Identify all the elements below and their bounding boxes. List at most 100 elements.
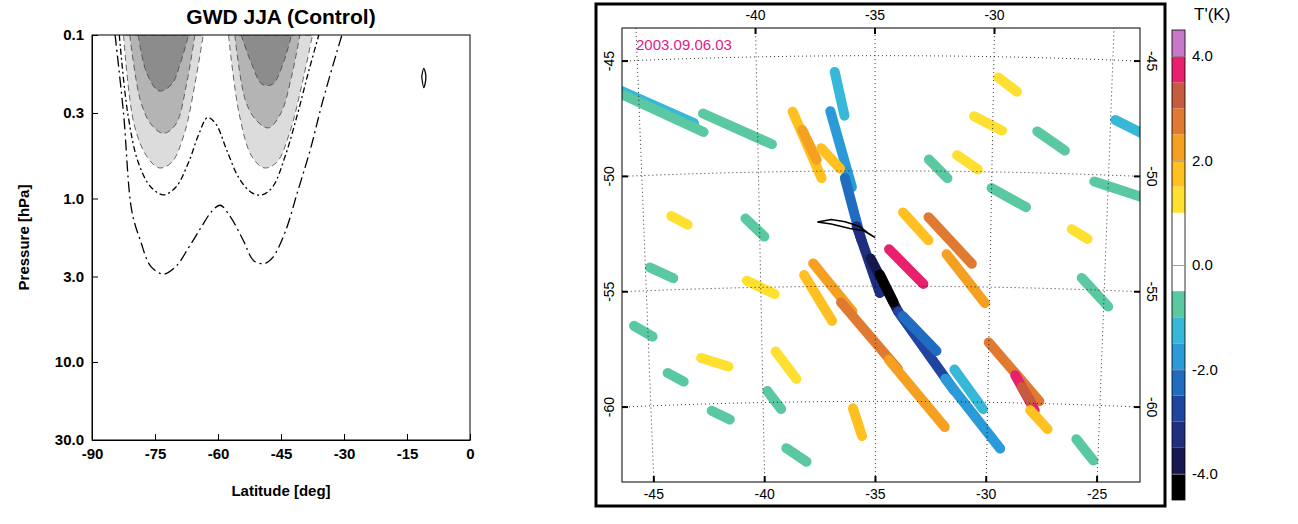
colorbar-cell	[1172, 239, 1185, 265]
colorbar-cell	[1172, 343, 1185, 369]
plot-area	[115, 35, 426, 274]
tick-mark	[1096, 476, 1098, 482]
temperature-perturbation	[1015, 375, 1034, 410]
contour-line	[422, 68, 426, 87]
map-frame	[622, 28, 1140, 482]
colorbar-cell	[1172, 317, 1185, 343]
tick-label: -2.0	[1192, 361, 1218, 378]
x-tick: -45	[271, 434, 293, 462]
tick-label: -35	[865, 7, 885, 23]
tick-label: -45	[271, 445, 293, 462]
x-axis: -90-75-60-45-30-150	[82, 434, 475, 462]
temperature-perturbation	[1094, 182, 1140, 198]
temperature-perturbation	[1030, 410, 1047, 429]
tick-mark	[344, 434, 345, 440]
colorbar-axis: -4.0 -2.0 0.0 2.0 4.0	[1172, 31, 1218, 501]
colorbar-tick: -2.0	[1172, 361, 1218, 378]
temperature-perturbation	[802, 130, 816, 160]
axis-line	[92, 36, 93, 441]
temperature-perturbation	[821, 148, 840, 169]
tick-mark	[1134, 60, 1140, 62]
tick-label: -4.0	[1192, 465, 1218, 482]
y-tick: 0.3	[63, 104, 98, 121]
tick-mark	[755, 28, 757, 34]
x-tick: 0	[466, 434, 474, 462]
tick-label: 10.0	[55, 353, 84, 370]
chart-title: GWD JJA (Control)	[186, 5, 375, 28]
tick-mark	[92, 362, 98, 363]
temperature-perturbation	[853, 408, 862, 436]
tick-label: -45	[1144, 51, 1160, 71]
tick-label: -45	[644, 486, 664, 502]
temperature-perturbation	[1037, 131, 1065, 150]
tick-mark	[1172, 474, 1185, 475]
tick-label: 2.0	[1192, 152, 1213, 169]
tick-label: 4.0	[1192, 47, 1213, 64]
tick-mark	[1134, 291, 1140, 293]
contour-fill	[241, 35, 291, 86]
colorbar-cell	[1172, 161, 1185, 187]
graticule-parallel	[622, 286, 1140, 295]
colorbar-cell	[1172, 265, 1185, 291]
graticule-meridian	[755, 28, 766, 482]
tick-mark	[874, 476, 876, 482]
colorbar-cell	[1172, 56, 1185, 82]
temperature-perturbation	[929, 160, 948, 179]
temperature-perturbation	[954, 370, 983, 410]
temperature-perturbation	[947, 254, 985, 303]
tick-label: -40	[745, 7, 765, 23]
tick-label: 3.0	[63, 268, 84, 285]
colorbar-cell	[1172, 82, 1185, 108]
graticule-parallel	[622, 401, 1140, 410]
tick-label: 1.0	[63, 190, 84, 207]
tick-label: -90	[82, 445, 104, 462]
contour-fill	[130, 35, 195, 133]
tick-mark	[92, 440, 98, 441]
x-tick: -15	[397, 434, 419, 462]
tick-label: -60	[601, 397, 617, 417]
x-tick: -75	[145, 434, 167, 462]
axis-line	[1185, 31, 1186, 501]
tick-label: -15	[397, 445, 419, 462]
temperature-perturbation	[903, 212, 928, 240]
tick-label: 0.3	[63, 104, 84, 121]
temperature-perturbation	[889, 249, 923, 284]
tick-mark	[92, 198, 98, 199]
tick-label: 0.0	[1192, 256, 1213, 273]
tick-label: -60	[208, 445, 230, 462]
y-axis-title: Pressure [hPa]	[15, 185, 32, 291]
temperature-perturbation	[786, 448, 806, 462]
tick-mark	[218, 434, 219, 440]
coastline	[817, 219, 875, 237]
graticule-meridian	[874, 28, 876, 482]
temperature-perturbation	[712, 411, 730, 420]
colorbar-tick: 4.0	[1172, 47, 1213, 64]
contour-fill	[235, 35, 300, 128]
colorbar-tick: -4.0	[1172, 465, 1218, 482]
axis-line	[93, 440, 471, 441]
annotation: 2003.09.06.03	[636, 36, 732, 53]
temperature-perturbation	[703, 114, 772, 145]
tick-mark	[622, 60, 628, 62]
tick-mark	[92, 113, 98, 114]
map-panel: -40-35-30-45-40-35-30-25-60-55-50-45-60-…	[542, 0, 1230, 524]
temperature-perturbation	[957, 155, 978, 169]
tick-label: 30.0	[55, 431, 84, 448]
tick-mark	[470, 434, 471, 440]
y-tick: 30.0	[55, 431, 98, 448]
temperature-perturbation	[835, 72, 845, 116]
tick-mark	[994, 28, 996, 34]
tick-mark	[1172, 369, 1185, 370]
tick-label: -50	[1144, 166, 1160, 186]
graticule-meridian	[1095, 28, 1115, 482]
outer-frame	[596, 4, 1165, 506]
tick-mark	[92, 277, 98, 278]
y-tick: 10.0	[55, 353, 98, 370]
y-tick: 1.0	[63, 190, 98, 207]
colorbar-cell	[1172, 369, 1185, 395]
temperature-perturbation	[880, 275, 894, 303]
tick-mark	[985, 476, 987, 482]
temperature-perturbation	[1076, 439, 1093, 460]
figure-svg: -90-75-60-45-30-1500.10.31.03.010.030.0G…	[0, 0, 1298, 524]
colorbar-cell	[1172, 448, 1185, 474]
